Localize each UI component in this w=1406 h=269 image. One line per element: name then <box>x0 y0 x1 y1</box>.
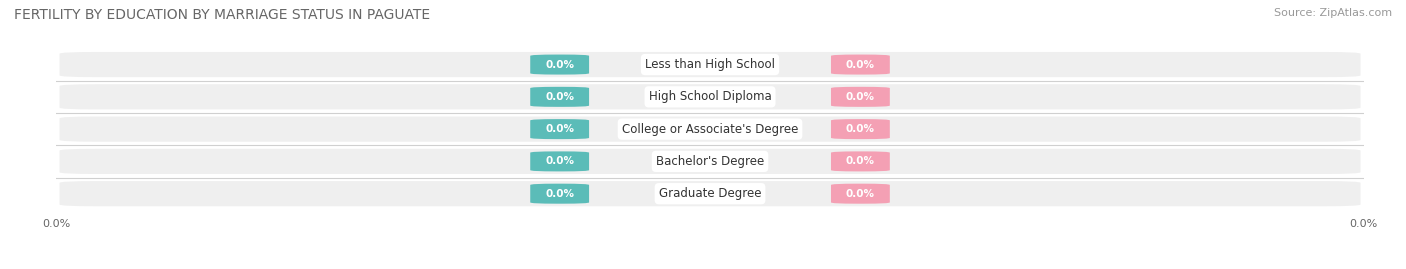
Text: 0.0%: 0.0% <box>546 92 574 102</box>
FancyBboxPatch shape <box>530 151 589 171</box>
Text: Less than High School: Less than High School <box>645 58 775 71</box>
Text: 0.0%: 0.0% <box>846 59 875 70</box>
FancyBboxPatch shape <box>530 55 589 75</box>
FancyBboxPatch shape <box>831 55 890 75</box>
Text: 0.0%: 0.0% <box>546 59 574 70</box>
Text: Source: ZipAtlas.com: Source: ZipAtlas.com <box>1274 8 1392 18</box>
Text: Graduate Degree: Graduate Degree <box>659 187 761 200</box>
FancyBboxPatch shape <box>59 181 1361 206</box>
Text: FERTILITY BY EDUCATION BY MARRIAGE STATUS IN PAGUATE: FERTILITY BY EDUCATION BY MARRIAGE STATU… <box>14 8 430 22</box>
Text: 0.0%: 0.0% <box>846 124 875 134</box>
FancyBboxPatch shape <box>59 52 1361 77</box>
FancyBboxPatch shape <box>530 184 589 204</box>
Text: College or Associate's Degree: College or Associate's Degree <box>621 123 799 136</box>
Text: 0.0%: 0.0% <box>546 124 574 134</box>
Text: 0.0%: 0.0% <box>846 189 875 199</box>
Text: Bachelor's Degree: Bachelor's Degree <box>657 155 763 168</box>
FancyBboxPatch shape <box>831 184 890 204</box>
FancyBboxPatch shape <box>530 87 589 107</box>
FancyBboxPatch shape <box>59 116 1361 142</box>
FancyBboxPatch shape <box>831 87 890 107</box>
FancyBboxPatch shape <box>530 119 589 139</box>
Text: 0.0%: 0.0% <box>846 92 875 102</box>
Text: 0.0%: 0.0% <box>546 156 574 167</box>
Text: 0.0%: 0.0% <box>546 189 574 199</box>
FancyBboxPatch shape <box>59 149 1361 174</box>
Text: 0.0%: 0.0% <box>846 156 875 167</box>
Text: High School Diploma: High School Diploma <box>648 90 772 103</box>
FancyBboxPatch shape <box>831 151 890 171</box>
FancyBboxPatch shape <box>831 119 890 139</box>
FancyBboxPatch shape <box>59 84 1361 109</box>
